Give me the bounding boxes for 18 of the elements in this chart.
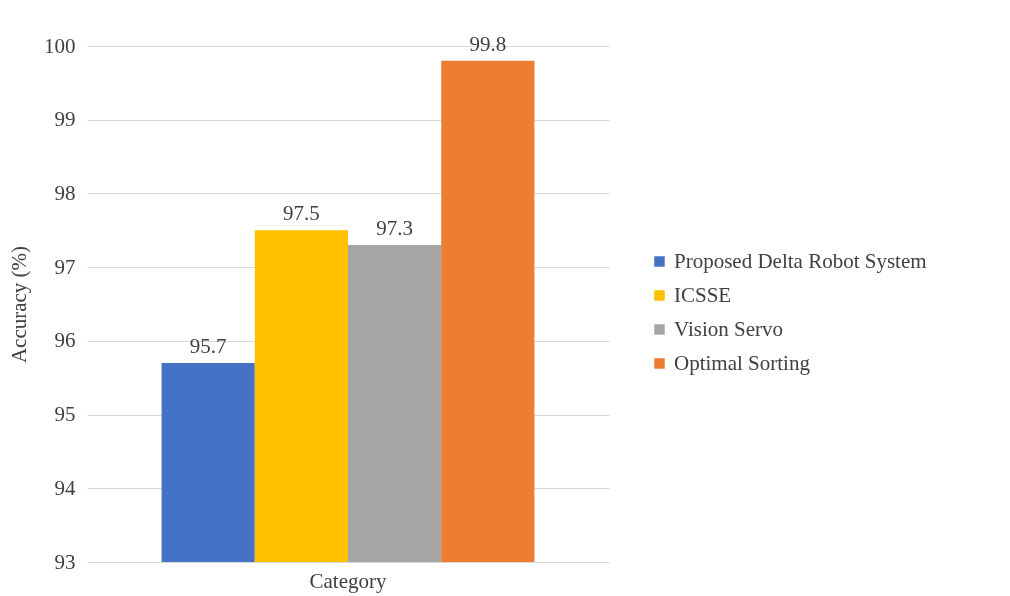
legend-label: ICSSE [674, 282, 732, 307]
data-label: 99.8 [469, 31, 507, 56]
x-tick-label: Category [309, 568, 387, 593]
y-tick-label: 93 [54, 549, 76, 574]
data-label: 97.5 [283, 201, 320, 226]
y-tick-label: 96 [54, 328, 76, 353]
data-label: 97.3 [376, 216, 413, 241]
legend-label: Optimal Sorting [674, 350, 811, 375]
y-tick-label: 98 [54, 180, 76, 205]
y-tick-label: 95 [54, 402, 76, 427]
data-label: 95.7 [189, 333, 227, 358]
y-tick-label: 100 [44, 33, 76, 58]
legend-label: Proposed Delta Robot System [674, 248, 927, 273]
y-axis-title: Accuracy (%) [7, 245, 31, 364]
y-tick-label: 99 [54, 107, 76, 132]
legend-label: Vision Servo [674, 316, 783, 341]
y-tick-label: 94 [54, 475, 76, 500]
y-tick-label: 97 [54, 254, 76, 279]
